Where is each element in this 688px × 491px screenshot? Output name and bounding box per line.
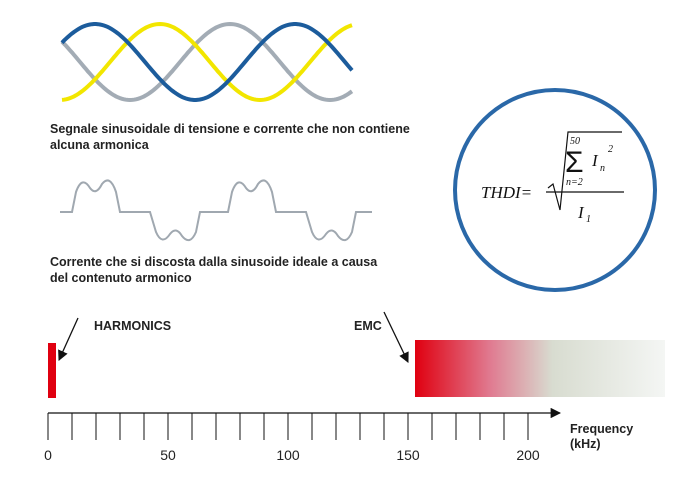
harmonics-band — [48, 343, 56, 398]
root-sign — [547, 131, 622, 211]
formula-denominator: I — [577, 203, 585, 222]
formula-upper: 50 — [570, 136, 580, 147]
arrow — [383, 311, 409, 363]
sine-wave — [60, 22, 354, 102]
distorted-wave — [60, 179, 372, 242]
ticks: 0 50 100 150 200 — [44, 413, 540, 463]
emc-label: EMC — [354, 319, 382, 333]
tick-label: 200 — [516, 447, 540, 463]
formula-power: 2 — [608, 144, 613, 155]
emc-band — [415, 340, 665, 397]
tick-label: 0 — [44, 447, 52, 463]
caption: alcuna armonica — [50, 138, 150, 152]
sigma: Σ — [565, 146, 584, 179]
formula-lhs: THDI= — [481, 183, 532, 202]
sine-waves — [60, 21, 354, 103]
tick-label: 100 — [276, 447, 300, 463]
axis-title: (kHz) — [570, 437, 601, 451]
formula-term: I — [591, 151, 599, 170]
formula-denominator-sub: 1 — [586, 214, 591, 225]
formula-term-sub: n — [600, 163, 605, 174]
formula: THDI= 50 Σ n=2 I n 2 I 1 — [481, 131, 624, 225]
caption: Corrente che si discosta dalla sinusoide… — [50, 255, 378, 269]
caption: Segnale sinusoidale di tensione e corren… — [50, 122, 410, 136]
tick-label: 50 — [160, 447, 176, 463]
formula-lower: n=2 — [566, 177, 583, 188]
sine-wave — [60, 21, 354, 103]
tick-label: 150 — [396, 447, 420, 463]
caption: del contenuto armonico — [50, 271, 192, 285]
arrow — [58, 317, 79, 361]
axis-title: Frequency — [570, 422, 633, 436]
harmonics-label: HARMONICS — [94, 319, 171, 333]
sine-wave — [61, 21, 353, 103]
formula-circle — [453, 88, 657, 292]
